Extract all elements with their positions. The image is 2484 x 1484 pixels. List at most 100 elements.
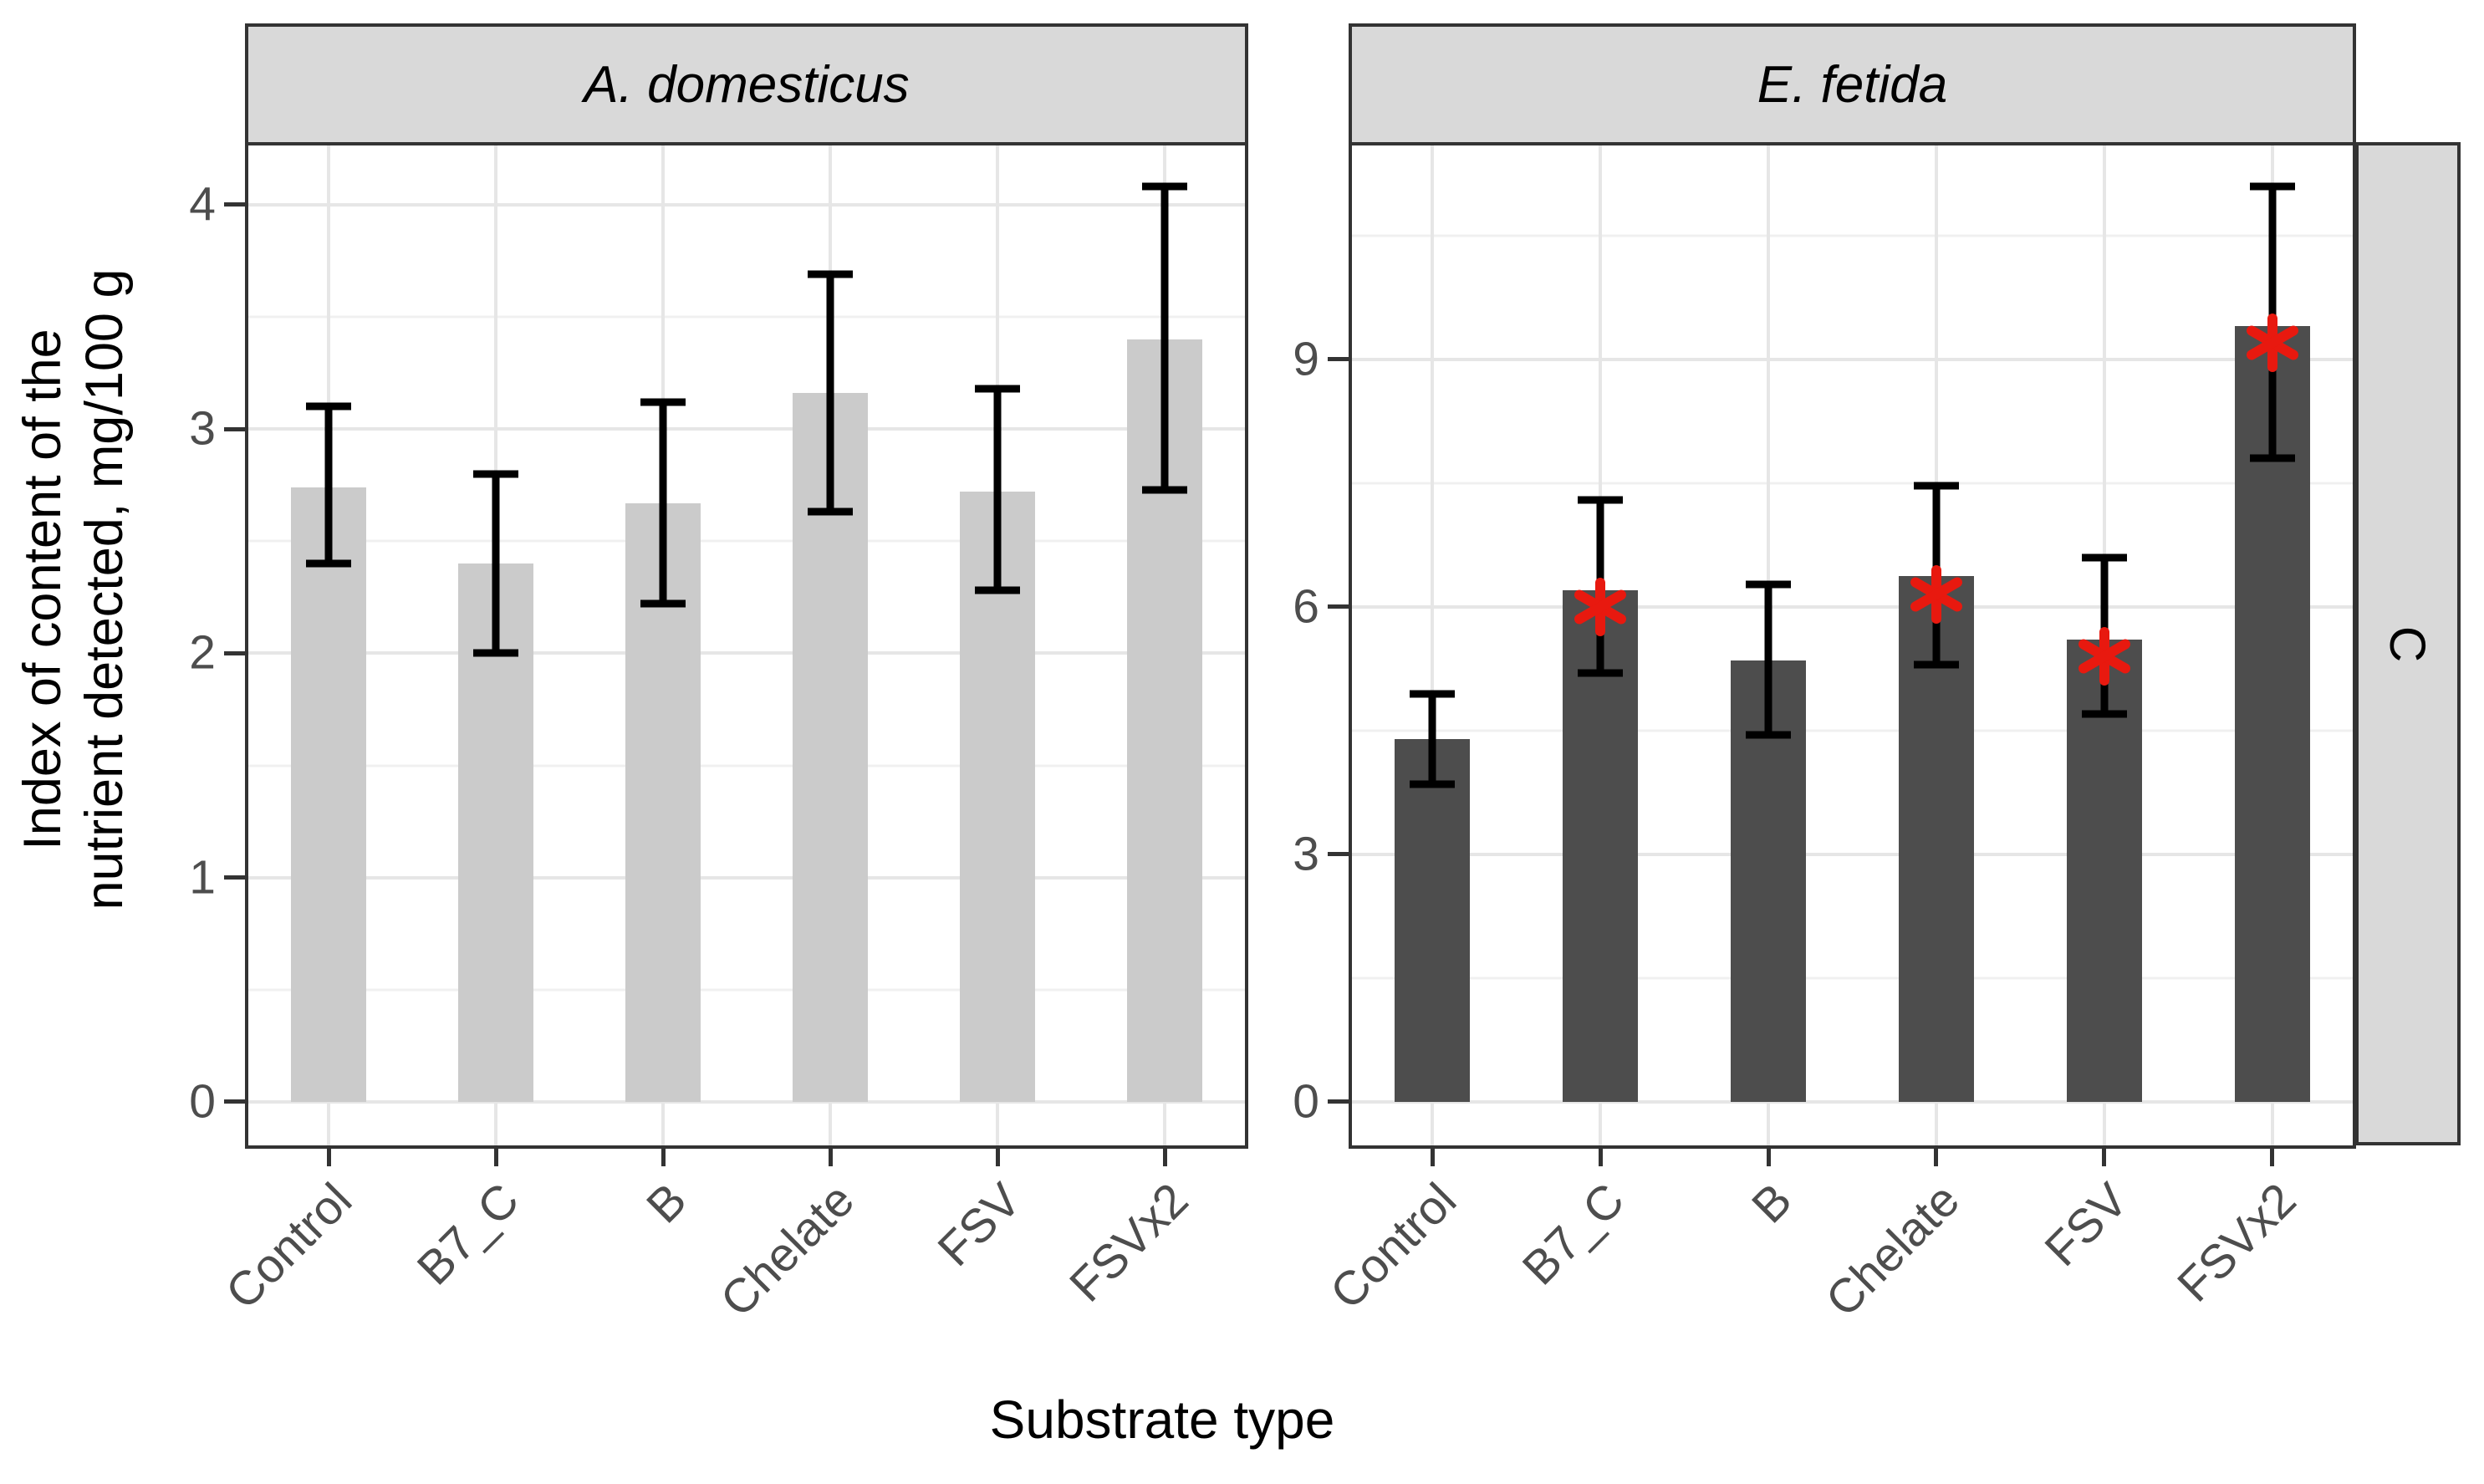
x-tick-label: Control bbox=[1319, 1173, 1466, 1320]
error-bar-cap-top bbox=[1142, 182, 1187, 191]
error-bar-cap-top bbox=[1746, 580, 1792, 589]
error-bar-line bbox=[492, 473, 500, 654]
error-bar-cap-bottom bbox=[640, 599, 686, 608]
gridline-minor-h bbox=[245, 539, 1248, 543]
x-tick-mark bbox=[995, 1145, 1000, 1166]
error-bar-cap-top bbox=[473, 470, 518, 478]
x-tick-mark bbox=[1766, 1145, 1771, 1166]
y-tick-label: 2 bbox=[189, 625, 216, 680]
facet-strip-row-c: C bbox=[2355, 142, 2461, 1145]
panel-background bbox=[245, 142, 1248, 1145]
y-axis-title-line1: Index of content of the bbox=[13, 329, 72, 850]
y-tick-label: 3 bbox=[1293, 827, 1319, 881]
x-tick-label: B bbox=[636, 1173, 697, 1234]
error-bar-line bbox=[324, 406, 333, 564]
y-tick-label: 6 bbox=[1293, 579, 1319, 634]
gridline-major-h bbox=[245, 427, 1248, 431]
x-tick-label: Chelate bbox=[1816, 1173, 1971, 1328]
y-tick-label: 0 bbox=[1293, 1074, 1319, 1129]
y-tick-label: 1 bbox=[189, 850, 216, 905]
significance-star bbox=[2074, 626, 2135, 686]
x-tick-label: FSVx2 bbox=[1059, 1173, 1199, 1313]
y-tick-label: 9 bbox=[1293, 332, 1319, 386]
error-bar-cap-top bbox=[1410, 690, 1456, 698]
x-tick-mark bbox=[661, 1145, 666, 1166]
gridline-major-h bbox=[245, 875, 1248, 880]
error-bar-cap-bottom bbox=[1746, 731, 1792, 739]
error-bar-cap-bottom bbox=[975, 586, 1020, 594]
gridline-minor-h bbox=[245, 764, 1248, 767]
facet-row-label: C bbox=[2379, 625, 2436, 662]
y-axis-title-line2: nutrient detected, mg/100 g bbox=[75, 268, 134, 910]
error-bar-cap-top bbox=[640, 398, 686, 406]
y-axis-title: Index of content of the nutrient detecte… bbox=[12, 268, 135, 910]
error-bar-line bbox=[826, 274, 834, 513]
y-tick-mark bbox=[224, 650, 245, 655]
y-tick-mark bbox=[224, 202, 245, 207]
significance-star bbox=[2242, 313, 2303, 373]
error-bar-cap-bottom bbox=[473, 649, 518, 657]
error-bar-cap-bottom bbox=[2249, 454, 2295, 462]
gridline-major-v bbox=[1431, 142, 1435, 1145]
y-tick-label: 4 bbox=[189, 177, 216, 232]
gridline-major-h bbox=[1349, 1099, 2356, 1104]
x-tick-label: FSV bbox=[927, 1173, 1032, 1277]
gridline-major-h bbox=[1349, 357, 2356, 361]
x-tick-label: Control bbox=[216, 1173, 363, 1320]
error-bar-line bbox=[1764, 584, 1772, 735]
gridline-major-h bbox=[245, 202, 1248, 207]
error-bar-cap-bottom bbox=[2081, 710, 2127, 718]
error-bar-line bbox=[659, 401, 667, 604]
error-bar-cap-top bbox=[306, 402, 351, 411]
x-tick-mark bbox=[828, 1145, 833, 1166]
x-tick-label: B bbox=[1742, 1173, 1803, 1234]
significance-star bbox=[1906, 564, 1966, 625]
gridline-minor-h bbox=[1349, 729, 2356, 732]
facet-strip-a-domesticus: A. domesticus bbox=[245, 23, 1248, 145]
y-tick-label: 0 bbox=[189, 1074, 216, 1129]
y-tick-mark bbox=[1328, 604, 1349, 609]
x-tick-label: B7_C bbox=[1512, 1173, 1635, 1296]
facet-label-a-domesticus: A. domesticus bbox=[584, 55, 910, 114]
y-tick-mark bbox=[224, 875, 245, 880]
y-tick-mark bbox=[1328, 357, 1349, 362]
gridline-minor-h bbox=[1349, 234, 2356, 237]
error-bar-cap-bottom bbox=[1913, 660, 1959, 669]
gridline-major-h bbox=[245, 651, 1248, 655]
error-bar-cap-top bbox=[1578, 496, 1624, 504]
panel-background bbox=[1349, 142, 2356, 1145]
x-tick-label: FSV bbox=[2034, 1173, 2139, 1277]
y-tick-mark bbox=[224, 426, 245, 431]
y-tick-mark bbox=[1328, 1099, 1349, 1104]
x-tick-mark bbox=[326, 1145, 331, 1166]
x-tick-label: Chelate bbox=[710, 1173, 865, 1328]
error-bar-cap-top bbox=[2081, 553, 2127, 562]
bar bbox=[1395, 738, 1471, 1102]
x-tick-mark bbox=[1934, 1145, 1939, 1166]
error-bar-cap-bottom bbox=[1410, 780, 1456, 788]
gridline-minor-h bbox=[1349, 977, 2356, 980]
bar bbox=[291, 487, 366, 1102]
error-bar-line bbox=[993, 388, 1002, 591]
error-bar-cap-top bbox=[2249, 182, 2295, 191]
gridline-minor-h bbox=[245, 315, 1248, 319]
facet-label-e-fetida: E. fetida bbox=[1757, 55, 1948, 114]
gridline-minor-h bbox=[1349, 482, 2356, 485]
error-bar-cap-top bbox=[808, 270, 853, 278]
x-tick-label: B7_C bbox=[407, 1173, 530, 1296]
gridline-major-h bbox=[1349, 852, 2356, 856]
gridline-minor-h bbox=[245, 988, 1248, 992]
error-bar-line bbox=[1428, 693, 1436, 785]
gridline-major-h bbox=[1349, 604, 2356, 609]
x-tick-mark bbox=[2102, 1145, 2107, 1166]
x-tick-label: FSVx2 bbox=[2166, 1173, 2307, 1313]
x-tick-mark bbox=[1430, 1145, 1435, 1166]
y-tick-label: 3 bbox=[189, 401, 216, 456]
x-tick-mark bbox=[2270, 1145, 2275, 1166]
error-bar-cap-top bbox=[975, 385, 1020, 393]
error-bar-cap-bottom bbox=[808, 507, 853, 516]
facet-strip-e-fetida: E. fetida bbox=[1349, 23, 2356, 145]
x-axis-title: Substrate type bbox=[989, 1390, 1335, 1450]
significance-star bbox=[1570, 577, 1630, 637]
